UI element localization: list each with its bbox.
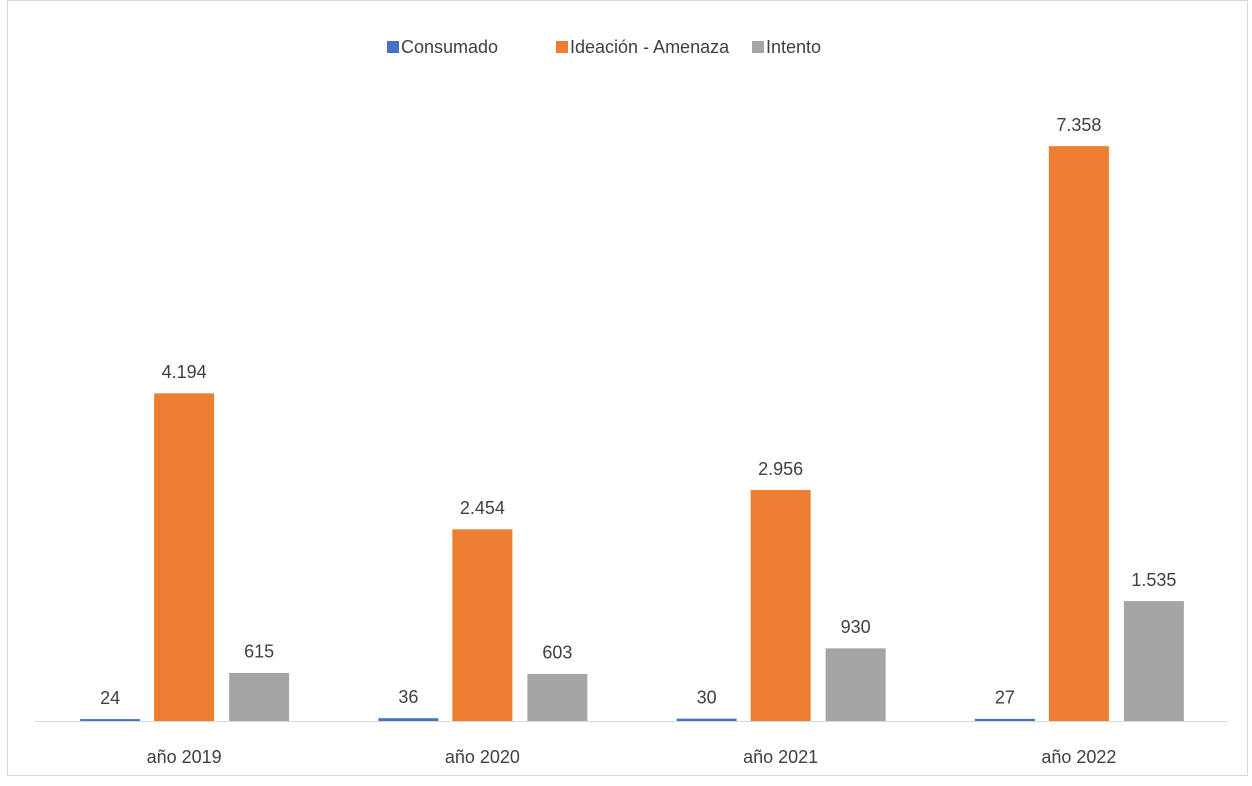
data-label: 615 — [244, 642, 274, 662]
bar — [825, 648, 886, 721]
legend-label: Consumado — [401, 37, 498, 57]
chart-frame — [7, 0, 1248, 776]
x-tick-label: año 2019 — [147, 747, 222, 767]
bar — [229, 672, 290, 721]
legend-label: Ideación - Amenaza — [570, 37, 730, 57]
legend-label: Intento — [766, 37, 821, 57]
data-label: 27 — [995, 688, 1015, 708]
data-label: 24 — [100, 688, 120, 708]
data-label: 603 — [542, 643, 572, 663]
bar — [378, 718, 439, 721]
data-label: 30 — [697, 687, 717, 707]
x-tick-label: año 2022 — [1041, 747, 1116, 767]
bar — [527, 673, 588, 721]
bar — [1123, 601, 1184, 721]
x-tick-label: año 2020 — [445, 747, 520, 767]
data-label: 7.358 — [1056, 115, 1101, 135]
bar — [1048, 146, 1109, 721]
data-label: 2.956 — [758, 459, 803, 479]
data-label: 36 — [398, 687, 418, 707]
bar — [80, 719, 141, 721]
legend-swatch — [752, 41, 764, 53]
data-label: 930 — [841, 617, 871, 637]
data-label: 2.454 — [460, 498, 505, 518]
legend-swatch — [556, 41, 568, 53]
x-tick-label: año 2021 — [743, 747, 818, 767]
legend-swatch — [387, 41, 399, 53]
bar — [154, 393, 215, 721]
bar — [750, 490, 811, 721]
data-label: 1.535 — [1131, 570, 1176, 590]
data-label: 4.194 — [162, 362, 207, 382]
bar — [974, 718, 1035, 721]
bar — [452, 529, 513, 721]
bar — [676, 718, 737, 721]
